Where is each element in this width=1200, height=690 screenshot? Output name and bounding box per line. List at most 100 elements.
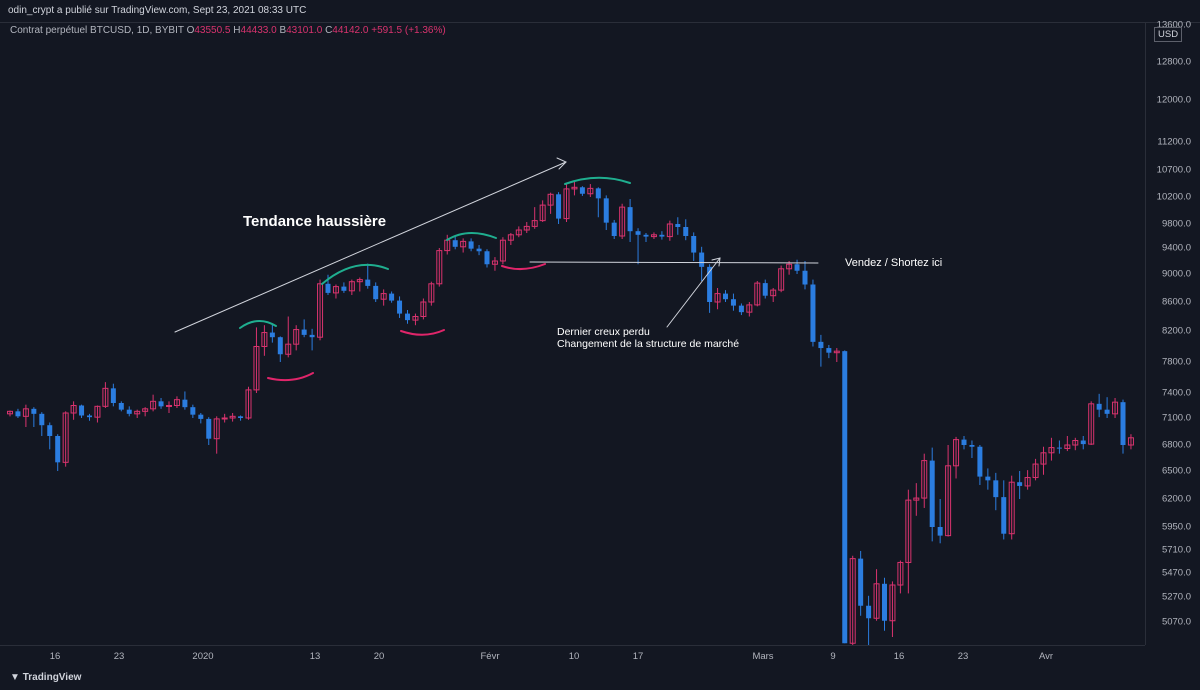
candle-up xyxy=(849,558,856,644)
trough-arc xyxy=(400,329,445,336)
candle-down xyxy=(15,411,21,417)
candle-down xyxy=(802,270,808,285)
candle-up xyxy=(515,229,522,236)
candle-down xyxy=(206,418,212,439)
price-tick-label: 13600.0 xyxy=(1156,19,1191,31)
candle-up xyxy=(587,187,594,195)
price-tick-label: 5950.0 xyxy=(1161,521,1191,533)
candle-down xyxy=(810,284,816,342)
candle-up xyxy=(229,415,236,419)
price-tick-label: 8600.0 xyxy=(1161,296,1191,308)
candle-down xyxy=(842,351,848,644)
candle-down xyxy=(929,460,935,527)
candle-up xyxy=(134,410,141,415)
candle-up xyxy=(420,301,427,317)
candle-down xyxy=(977,446,983,477)
candle-up xyxy=(571,186,578,190)
price-tick-label: 9400.0 xyxy=(1161,242,1191,254)
low-value: 43101.0 xyxy=(286,25,323,36)
candle-up xyxy=(491,260,498,265)
candle-down xyxy=(1096,403,1102,410)
sell-annotation: Vendez / Shortez ici xyxy=(845,257,943,269)
candle-down xyxy=(866,605,872,619)
peak-arc xyxy=(446,232,497,241)
close-value: 44142.0 +591.5 (+1.36%) xyxy=(332,25,446,36)
time-tick-label: Mars xyxy=(752,651,774,662)
price-tick-label: 6200.0 xyxy=(1161,493,1191,505)
time-tick-label: Avr xyxy=(1038,651,1054,662)
candle-down xyxy=(79,405,85,416)
price-tick-label: 9800.0 xyxy=(1161,218,1191,230)
candle-down xyxy=(826,348,832,353)
candle-up xyxy=(150,400,157,410)
time-axis[interactable]: 16 23 2020 13 20 Févr 10 17 Mars 9 16 23 Avr xyxy=(0,645,1145,668)
candle-down xyxy=(858,558,864,606)
price-axis[interactable]: 13600.0 12800.0 12000.0 11200.0 10700.0 10200… xyxy=(1145,19,1200,645)
candle-up xyxy=(714,293,721,303)
price-tick-label: 7800.0 xyxy=(1161,356,1191,368)
candle-down xyxy=(397,300,403,314)
candle-up xyxy=(531,220,538,227)
price-tick-label: 11200.0 xyxy=(1157,136,1191,148)
candle-down xyxy=(182,399,188,408)
candle-down xyxy=(476,248,482,252)
candle-up xyxy=(786,263,793,270)
candle-down xyxy=(595,188,601,199)
candle-up xyxy=(778,268,785,291)
candle-up xyxy=(22,408,29,417)
candle-up xyxy=(332,286,339,294)
candle-down xyxy=(961,439,967,445)
candle-up xyxy=(754,282,761,306)
high-label: H xyxy=(233,25,241,36)
candle-up xyxy=(70,405,77,414)
candle-down xyxy=(238,416,244,418)
candle-up xyxy=(921,460,928,499)
candle-up xyxy=(62,412,69,463)
candle-up xyxy=(1064,444,1071,449)
candle-down xyxy=(87,415,92,418)
candle-down xyxy=(269,332,275,338)
candle-down xyxy=(341,286,347,291)
candle-up xyxy=(460,240,467,248)
candle-up xyxy=(523,225,530,231)
candle-down xyxy=(1080,440,1086,445)
candlestick-chart[interactable] xyxy=(0,22,1145,645)
candle-down xyxy=(762,283,768,296)
candle-down xyxy=(365,279,371,286)
candle-down xyxy=(110,388,116,403)
candle-down xyxy=(158,401,164,407)
candle-down xyxy=(603,198,609,223)
candle-down xyxy=(643,234,649,237)
candle-up xyxy=(317,283,324,338)
trend-line xyxy=(174,161,567,333)
candle-down xyxy=(1056,447,1062,449)
low-label: B xyxy=(279,25,287,36)
candle-up xyxy=(563,188,570,220)
candle-up xyxy=(945,465,952,537)
close-label: C xyxy=(325,25,333,36)
candles-group xyxy=(7,181,1134,645)
peak-arc xyxy=(564,176,631,185)
candle-up xyxy=(1032,463,1039,479)
time-tick-label: Févr xyxy=(480,651,500,662)
candle-down xyxy=(794,264,800,271)
tradingview-logo: ▼ TradingView xyxy=(10,672,82,683)
candle-up xyxy=(142,408,149,412)
price-tick-label: 5470.0 xyxy=(1161,567,1191,579)
candle-down xyxy=(969,445,975,447)
candle-up xyxy=(245,389,252,419)
candle-down xyxy=(985,476,991,481)
candle-up xyxy=(102,387,109,407)
open-label: O xyxy=(186,25,195,36)
candle-down xyxy=(484,251,490,265)
candle-up xyxy=(499,239,506,262)
candle-down xyxy=(389,293,395,301)
candle-up xyxy=(7,410,13,415)
time-tick-label: 17 xyxy=(632,651,644,662)
currency-badge[interactable]: USD xyxy=(1154,27,1183,42)
pointer-arrow-head xyxy=(711,257,721,267)
candle-down xyxy=(31,408,37,414)
footer: ▼ TradingView xyxy=(0,667,1200,690)
peak-arc xyxy=(239,320,277,329)
candle-down xyxy=(405,313,410,321)
